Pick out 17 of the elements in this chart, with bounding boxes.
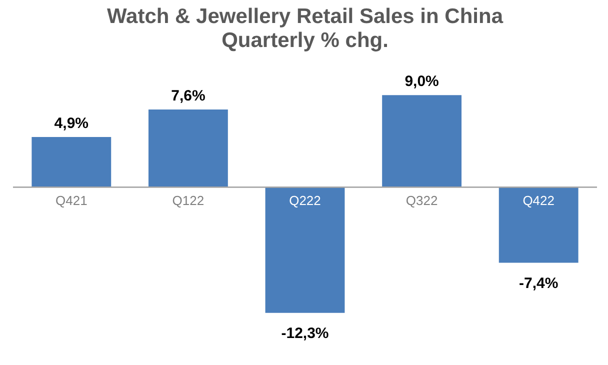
data-label: 7,6% [171, 87, 206, 104]
bar [32, 137, 112, 188]
bar [382, 95, 462, 188]
x-tick-label: Q421 [55, 193, 88, 208]
bar [148, 109, 228, 188]
data-label: 9,0% [404, 73, 439, 90]
x-tick-label: Q322 [406, 193, 438, 208]
bar [498, 187, 578, 263]
x-tick-label: Q422 [522, 193, 555, 208]
data-label: 4,9% [54, 115, 88, 132]
bar [265, 187, 345, 313]
data-label: -7,4% [519, 274, 558, 292]
chart-title: Watch & Jewellery Retail Sales in China [106, 5, 504, 28]
chart-subtitle: Quarterly % chg. [222, 29, 388, 52]
x-tick-label: Q222 [289, 193, 321, 208]
data-label: -12,3% [281, 324, 329, 342]
x-tick-label: Q122 [172, 193, 204, 208]
